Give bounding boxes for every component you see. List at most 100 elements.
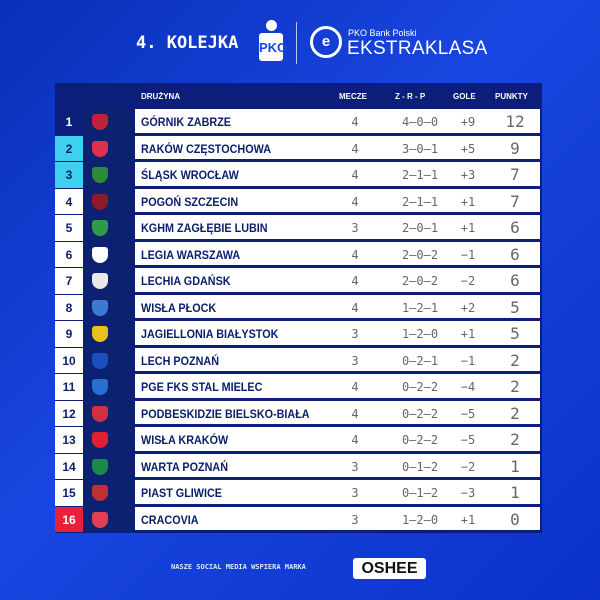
table-row: 14 WARTA POZNAŃ 3 0–1–2 −2 1: [55, 453, 542, 480]
col-points: PUNKTY: [495, 92, 528, 101]
goal-diff: −2: [460, 274, 476, 288]
wdl: 2–1–1: [401, 168, 439, 182]
club-crest-icon: [92, 246, 108, 263]
club-crest-icon: [92, 485, 108, 501]
points: 2: [510, 350, 520, 370]
goal-diff: +2: [460, 300, 476, 315]
ekstraklasa-logo-icon: e: [310, 26, 342, 58]
points: 5: [510, 297, 520, 317]
club-crest-icon: [92, 352, 108, 369]
col-played: MECZE: [339, 92, 367, 101]
played: 3: [351, 327, 359, 341]
crest-cell: [83, 294, 133, 320]
team-cell: WISŁA PŁOCK 4 1–2–1 +2 5: [133, 294, 542, 320]
table-row: 8 WISŁA PŁOCK 4 1–2–1 +2 5: [55, 294, 542, 321]
crest-cell: [83, 427, 133, 453]
col-team: DRUŻYNA: [141, 92, 181, 101]
club-crest-icon: [92, 326, 108, 342]
played: 3: [351, 353, 359, 368]
team-cell: PODBESKIDZIE BIELSKO-BIAŁA 4 0–2–2 −5 2: [133, 400, 542, 426]
wdl: 0–2–2: [401, 380, 439, 394]
position: 6: [55, 241, 83, 267]
wdl: 1–2–0: [401, 327, 439, 341]
team-cell: RAKÓW CZĘSTOCHOWA 4 3–0–1 +5 9: [133, 135, 542, 161]
points: 6: [510, 218, 520, 237]
table-row: 16 CRACOVIA 3 1–2–0 +1 0: [55, 506, 542, 533]
position: 4: [55, 188, 83, 214]
crest-cell: [83, 480, 133, 506]
team-cell: WISŁA KRAKÓW 4 0–2–2 −5 2: [133, 427, 542, 453]
wdl: 2–1–1: [401, 194, 439, 209]
position: 10: [55, 347, 83, 373]
club-crest-icon: [92, 114, 108, 130]
played: 4: [351, 115, 359, 129]
table-row: 5 KGHM ZAGŁĘBIE LUBIN 3 2–0–1 +1 6: [55, 215, 542, 242]
team-name: CRACOVIA: [141, 512, 199, 527]
wdl: 0–2–1: [401, 353, 439, 368]
team-cell: POGOŃ SZCZECIN 4 2–1–1 +1 7: [133, 188, 542, 214]
position: 13: [55, 427, 83, 453]
position: 2: [55, 135, 83, 161]
table-row: 12 PODBESKIDZIE BIELSKO-BIAŁA 4 0–2–2 −5…: [55, 400, 542, 427]
position: 5: [55, 215, 83, 241]
played: 4: [351, 380, 359, 394]
goal-diff: +1: [460, 221, 476, 235]
points: 7: [510, 165, 520, 184]
table-row: 11 PGE FKS STAL MIELEC 4 0–2–2 −4 2: [55, 374, 542, 401]
played: 4: [351, 300, 359, 315]
played: 4: [351, 247, 359, 262]
played: 4: [351, 194, 359, 209]
points: 6: [510, 244, 520, 264]
table-row: 10 LECH POZNAŃ 3 0–2–1 −1 2: [55, 347, 542, 374]
goal-diff: +1: [460, 327, 476, 341]
team-cell: KGHM ZAGŁĘBIE LUBIN 3 2–0–1 +1 6: [133, 215, 542, 241]
goal-diff: +1: [460, 194, 476, 209]
team-cell: CRACOVIA 3 1–2–0 +1 0: [133, 506, 542, 532]
team-cell: WARTA POZNAŃ 3 0–1–2 −2 1: [133, 453, 542, 479]
team-cell: LECHIA GDAŃSK 4 2–0–2 −2 6: [133, 268, 542, 294]
team-cell: ŚLĄSK WROCŁAW 4 2–1–1 +3 7: [133, 162, 542, 188]
table-row: 4 POGOŃ SZCZECIN 4 2–1–1 +1 7: [55, 188, 542, 215]
points: 6: [510, 271, 520, 290]
goal-diff: +9: [460, 115, 476, 129]
club-crest-icon: [92, 405, 108, 422]
position: 8: [55, 294, 83, 320]
played: 4: [351, 406, 359, 421]
crest-cell: [83, 109, 133, 135]
team-name: GÓRNIK ZABRZE: [141, 115, 231, 129]
goal-diff: −3: [460, 486, 476, 500]
col-wdl: Z - R - P: [395, 92, 426, 101]
team-name: POGOŃ SZCZECIN: [141, 194, 239, 209]
header: 4. KOLEJKA PKO e PKO Bank Polski EKSTRAK…: [0, 18, 600, 68]
position: 11: [55, 374, 83, 400]
club-crest-icon: [92, 379, 108, 395]
played: 3: [351, 459, 359, 474]
position: 1: [55, 109, 83, 135]
team-name: ŚLĄSK WROCŁAW: [141, 168, 239, 182]
crest-cell: [83, 400, 133, 426]
team-name: WARTA POZNAŃ: [141, 459, 228, 474]
played: 4: [351, 274, 359, 288]
divider: [296, 22, 297, 64]
club-crest-icon: [92, 167, 108, 183]
table-header: DRUŻYNA MECZE Z - R - P GOLE PUNKTY: [55, 83, 542, 109]
round-title: 4. KOLEJKA: [136, 33, 239, 53]
team-name: RAKÓW CZĘSTOCHOWA: [141, 141, 272, 156]
table-row: 15 PIAST GLIWICE 3 0–1–2 −3 1: [55, 480, 542, 507]
team-name: PIAST GLIWICE: [141, 486, 222, 500]
goal-diff: +1: [460, 512, 476, 527]
pko-logo: PKO: [256, 20, 287, 64]
crest-cell: [83, 506, 133, 532]
points: 1: [510, 483, 520, 502]
points: 12: [505, 112, 525, 131]
position: 9: [55, 321, 83, 347]
goal-diff: −5: [460, 433, 476, 447]
played: 4: [351, 433, 359, 447]
club-crest-icon: [92, 273, 108, 289]
league-sponsor: PKO Bank Polski: [348, 28, 417, 38]
team-cell: PGE FKS STAL MIELEC 4 0–2–2 −4 2: [133, 374, 542, 400]
club-crest-icon: [92, 220, 108, 236]
wdl: 0–2–2: [401, 433, 439, 447]
goal-diff: −1: [460, 353, 476, 368]
team-cell: JAGIELLONIA BIAŁYSTOK 3 1–2–0 +1 5: [133, 321, 542, 347]
